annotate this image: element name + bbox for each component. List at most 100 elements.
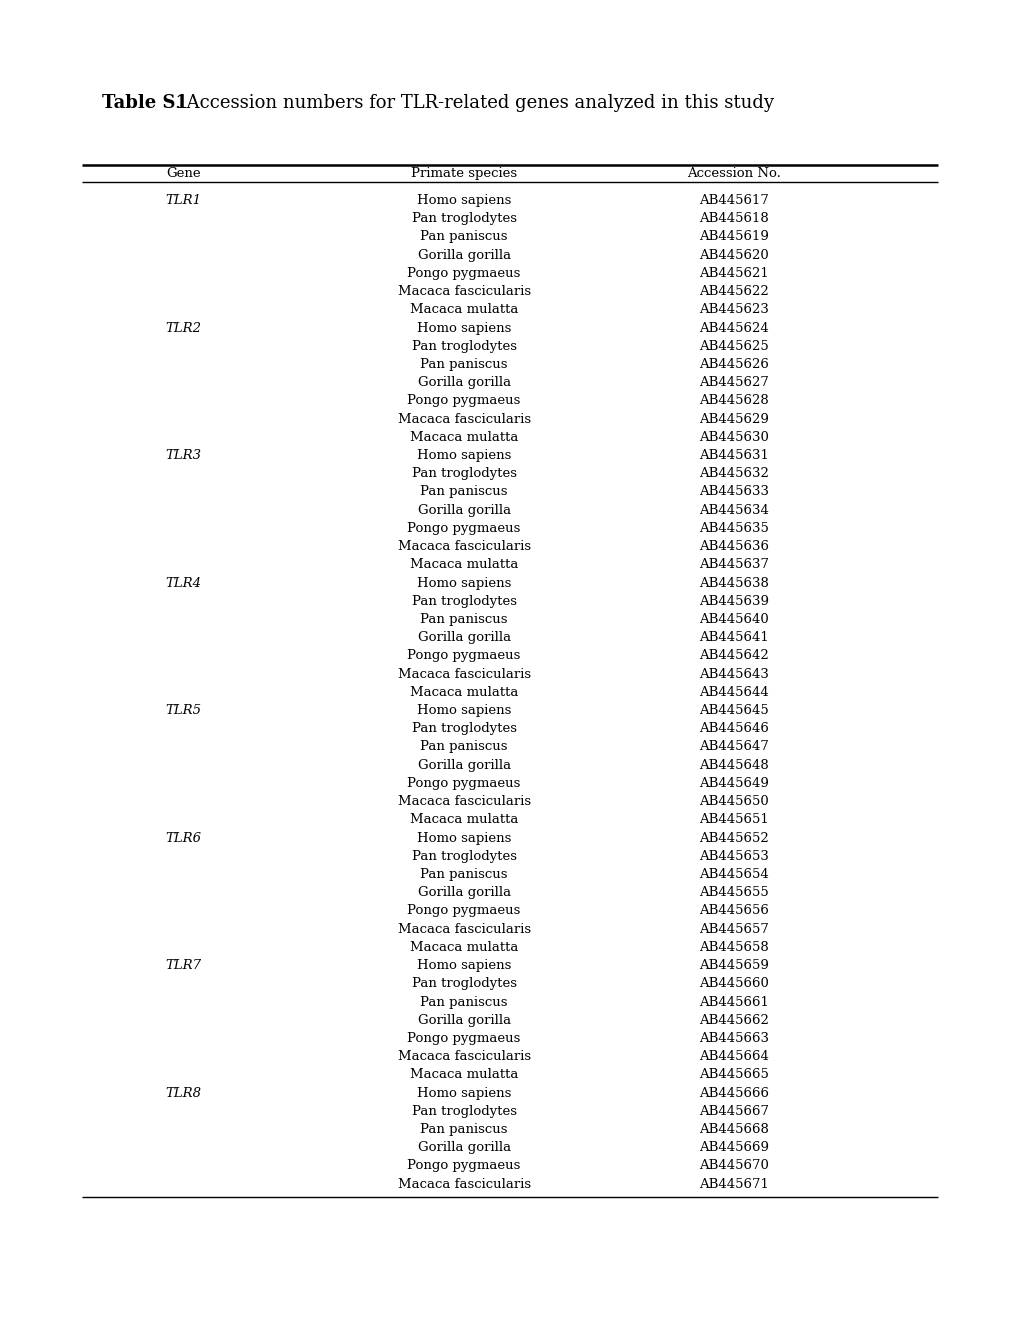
Text: AB445651: AB445651 [699, 813, 768, 826]
Text: Macaca mulatta: Macaca mulatta [410, 941, 518, 954]
Text: Table S1: Table S1 [102, 94, 187, 112]
Text: AB445617: AB445617 [699, 194, 768, 207]
Text: AB445659: AB445659 [699, 960, 768, 972]
Text: Pan troglodytes: Pan troglodytes [412, 339, 516, 352]
Text: AB445619: AB445619 [699, 231, 768, 243]
Text: Gorilla gorilla: Gorilla gorilla [417, 376, 511, 389]
Text: TLR3: TLR3 [165, 449, 202, 462]
Text: Pan troglodytes: Pan troglodytes [412, 1105, 516, 1118]
Text: AB445660: AB445660 [699, 977, 768, 990]
Text: AB445625: AB445625 [699, 339, 768, 352]
Text: Pan troglodytes: Pan troglodytes [412, 977, 516, 990]
Text: AB445629: AB445629 [699, 413, 768, 425]
Text: AB445654: AB445654 [699, 869, 768, 880]
Text: Homo sapiens: Homo sapiens [417, 577, 511, 590]
Text: Pan paniscus: Pan paniscus [420, 358, 507, 371]
Text: AB445623: AB445623 [699, 304, 768, 317]
Text: Primate species: Primate species [411, 168, 517, 180]
Text: Gorilla gorilla: Gorilla gorilla [417, 886, 511, 899]
Text: Gorilla gorilla: Gorilla gorilla [417, 248, 511, 261]
Text: Homo sapiens: Homo sapiens [417, 322, 511, 334]
Text: Macaca fascicularis: Macaca fascicularis [397, 1177, 530, 1191]
Text: TLR2: TLR2 [165, 322, 202, 334]
Text: AB445636: AB445636 [699, 540, 768, 553]
Text: Pongo pygmaeus: Pongo pygmaeus [407, 395, 521, 408]
Text: AB445643: AB445643 [699, 668, 768, 681]
Text: Macaca fascicularis: Macaca fascicularis [397, 923, 530, 936]
Text: AB445656: AB445656 [699, 904, 768, 917]
Text: Homo sapiens: Homo sapiens [417, 960, 511, 972]
Text: AB445647: AB445647 [699, 741, 768, 754]
Text: TLR8: TLR8 [165, 1086, 202, 1100]
Text: AB445668: AB445668 [699, 1123, 768, 1137]
Text: Accession No.: Accession No. [687, 168, 781, 180]
Text: Gene: Gene [166, 168, 201, 180]
Text: AB445658: AB445658 [699, 941, 768, 954]
Text: AB445650: AB445650 [699, 795, 768, 808]
Text: TLR4: TLR4 [165, 577, 202, 590]
Text: AB445634: AB445634 [699, 504, 768, 516]
Text: Macaca fascicularis: Macaca fascicularis [397, 285, 530, 298]
Text: AB445628: AB445628 [699, 395, 768, 408]
Text: AB445638: AB445638 [699, 577, 768, 590]
Text: AB445622: AB445622 [699, 285, 768, 298]
Text: Macaca fascicularis: Macaca fascicularis [397, 668, 530, 681]
Text: AB445670: AB445670 [699, 1159, 768, 1172]
Text: Macaca fascicularis: Macaca fascicularis [397, 540, 530, 553]
Text: AB445666: AB445666 [699, 1086, 768, 1100]
Text: Pan paniscus: Pan paniscus [420, 741, 507, 754]
Text: AB445635: AB445635 [699, 521, 768, 535]
Text: TLR7: TLR7 [165, 960, 202, 972]
Text: Gorilla gorilla: Gorilla gorilla [417, 1142, 511, 1154]
Text: AB445620: AB445620 [699, 248, 768, 261]
Text: Homo sapiens: Homo sapiens [417, 1086, 511, 1100]
Text: Pan paniscus: Pan paniscus [420, 231, 507, 243]
Text: AB445662: AB445662 [699, 1014, 768, 1027]
Text: AB445669: AB445669 [699, 1142, 768, 1154]
Text: Gorilla gorilla: Gorilla gorilla [417, 1014, 511, 1027]
Text: AB445624: AB445624 [699, 322, 768, 334]
Text: Pongo pygmaeus: Pongo pygmaeus [407, 521, 521, 535]
Text: Macaca fascicularis: Macaca fascicularis [397, 413, 530, 425]
Text: AB445655: AB445655 [699, 886, 768, 899]
Text: Homo sapiens: Homo sapiens [417, 704, 511, 717]
Text: AB445639: AB445639 [699, 595, 768, 607]
Text: AB445642: AB445642 [699, 649, 768, 663]
Text: AB445627: AB445627 [699, 376, 768, 389]
Text: Pan paniscus: Pan paniscus [420, 612, 507, 626]
Text: AB445649: AB445649 [699, 777, 768, 789]
Text: AB445646: AB445646 [699, 722, 768, 735]
Text: AB445653: AB445653 [699, 850, 768, 863]
Text: Pan paniscus: Pan paniscus [420, 995, 507, 1008]
Text: TLR6: TLR6 [165, 832, 202, 845]
Text: AB445645: AB445645 [699, 704, 768, 717]
Text: AB445641: AB445641 [699, 631, 768, 644]
Text: AB445626: AB445626 [699, 358, 768, 371]
Text: Homo sapiens: Homo sapiens [417, 832, 511, 845]
Text: Macaca mulatta: Macaca mulatta [410, 558, 518, 572]
Text: Macaca mulatta: Macaca mulatta [410, 430, 518, 444]
Text: AB445630: AB445630 [699, 430, 768, 444]
Text: Homo sapiens: Homo sapiens [417, 194, 511, 207]
Text: AB445640: AB445640 [699, 612, 768, 626]
Text: TLR1: TLR1 [165, 194, 202, 207]
Text: Pan paniscus: Pan paniscus [420, 869, 507, 880]
Text: Pan troglodytes: Pan troglodytes [412, 213, 516, 226]
Text: Pongo pygmaeus: Pongo pygmaeus [407, 777, 521, 789]
Text: Pan troglodytes: Pan troglodytes [412, 467, 516, 480]
Text: AB445648: AB445648 [699, 759, 768, 772]
Text: AB445633: AB445633 [699, 486, 768, 499]
Text: Macaca mulatta: Macaca mulatta [410, 304, 518, 317]
Text: Homo sapiens: Homo sapiens [417, 449, 511, 462]
Text: TLR5: TLR5 [165, 704, 202, 717]
Text: Gorilla gorilla: Gorilla gorilla [417, 631, 511, 644]
Text: AB445667: AB445667 [699, 1105, 768, 1118]
Text: AB445663: AB445663 [699, 1032, 768, 1045]
Text: Macaca mulatta: Macaca mulatta [410, 686, 518, 698]
Text: Macaca fascicularis: Macaca fascicularis [397, 795, 530, 808]
Text: Macaca mulatta: Macaca mulatta [410, 813, 518, 826]
Text: Macaca mulatta: Macaca mulatta [410, 1068, 518, 1081]
Text: Pongo pygmaeus: Pongo pygmaeus [407, 904, 521, 917]
Text: Pan troglodytes: Pan troglodytes [412, 850, 516, 863]
Text: . Accession numbers for TLR-related genes analyzed in this study: . Accession numbers for TLR-related gene… [175, 94, 773, 112]
